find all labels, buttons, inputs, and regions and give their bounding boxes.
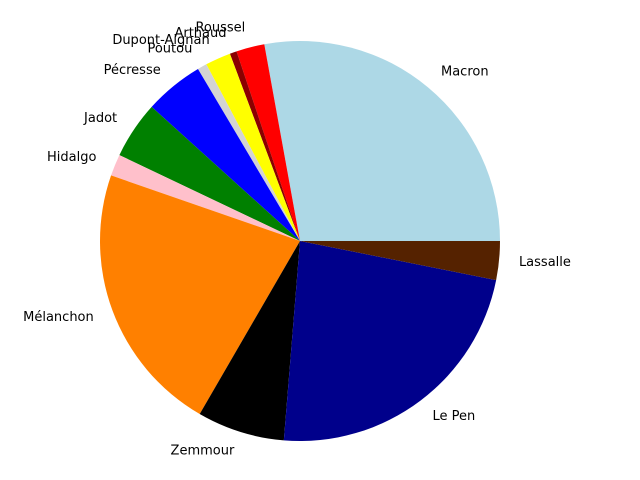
pie-label-macron: Macron [441,65,489,80]
pie-slice-arthaud [229,51,300,242]
pie-slice-pecresse [151,68,300,241]
pie-slice-melanchon [100,175,300,415]
pie-label-dupont-aignan: Dupont-Aignan [112,33,209,48]
pie-label-pecresse: Pécresse [104,63,161,78]
pie-slice-roussel [236,44,300,241]
pie-slice-le-pen [283,241,497,442]
pie-label-le-pen: Le Pen [433,409,476,424]
pie-label-arthaud: Arthaud [174,26,226,41]
pie-slice-jadot [119,106,301,241]
pie-slice-macron [264,41,500,241]
pie-slice-zemmour [199,241,300,441]
pie-label-roussel: Roussel [195,20,245,35]
pie-label-melanchon: Mélanchon [23,310,94,325]
pie-slice-poutou [197,64,300,241]
pie-slice-dupont-aignan [206,53,300,241]
pie-slice-hidalgo [111,155,300,241]
pie-label-poutou: Poutou [147,42,192,57]
pie-label-hidalgo: Hidalgo [47,150,96,165]
pie-label-zemmour: Zemmour [171,443,235,458]
pie-slices [100,41,500,442]
pie-label-jadot: Jadot [83,111,117,126]
pie-slice-lassalle [300,241,500,281]
pie-label-lassalle: Lassalle [519,255,571,270]
